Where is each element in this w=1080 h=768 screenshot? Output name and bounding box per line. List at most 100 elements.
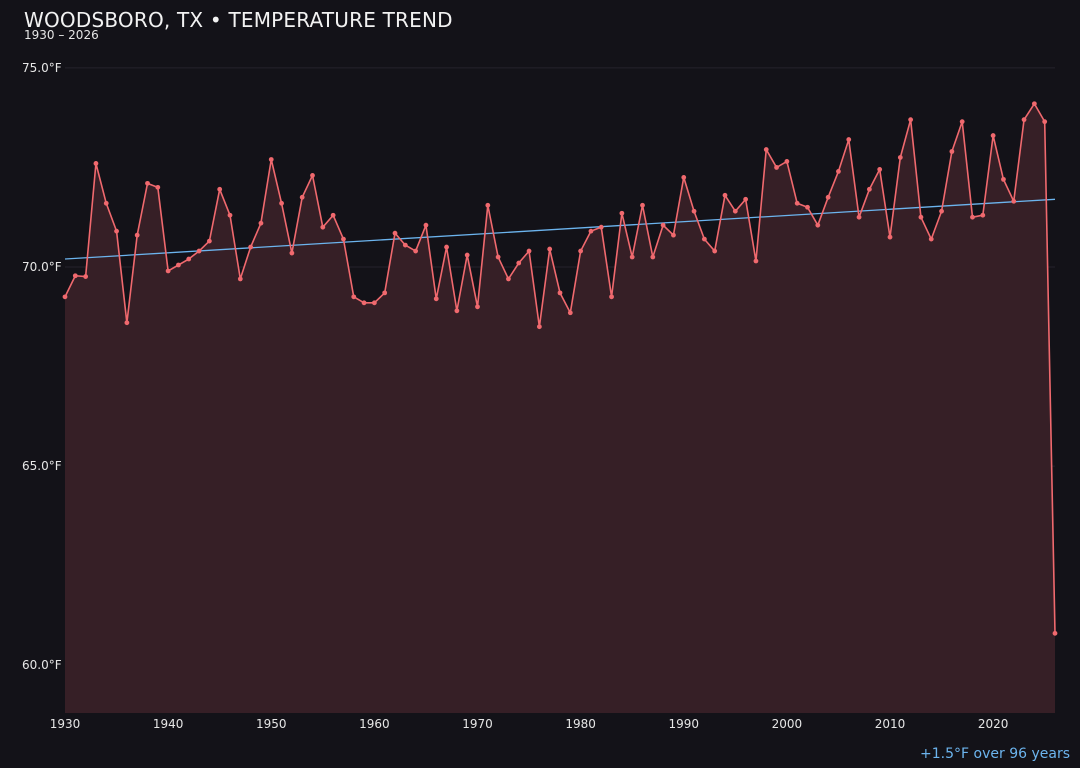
data-point	[124, 320, 130, 326]
data-point	[506, 276, 511, 282]
data-point	[134, 232, 140, 238]
data-point	[774, 165, 779, 170]
data-point	[970, 214, 975, 220]
data-point	[114, 228, 119, 234]
data-point	[557, 290, 563, 296]
trend-annotation: +1.5°F over 96 years	[920, 746, 1070, 762]
data-point	[371, 300, 377, 306]
y-axis-ticks: 60.0°F 65.0°F 70.0°F 75.0°F	[22, 61, 62, 672]
data-point	[794, 200, 800, 206]
data-point	[598, 224, 604, 230]
data-point	[155, 184, 161, 190]
data-point	[176, 262, 181, 268]
data-point	[805, 204, 810, 210]
data-point	[588, 228, 594, 234]
data-point	[753, 258, 759, 264]
data-point	[701, 236, 707, 242]
data-point	[413, 248, 419, 254]
data-point	[444, 244, 449, 250]
data-point	[454, 308, 460, 314]
data-point	[258, 220, 264, 226]
data-point	[1042, 119, 1048, 125]
data-point	[722, 192, 728, 198]
data-point	[681, 174, 687, 180]
data-point	[784, 159, 790, 164]
data-point	[897, 155, 903, 160]
data-point	[1001, 176, 1006, 182]
data-point	[83, 274, 89, 279]
x-tick-label: 1960	[359, 717, 390, 731]
data-point	[866, 186, 872, 192]
data-point	[475, 304, 480, 310]
data-point	[877, 167, 883, 172]
data-point	[1031, 101, 1037, 107]
data-point	[671, 232, 676, 238]
data-point	[990, 133, 996, 138]
data-point	[299, 194, 305, 200]
data-point	[949, 149, 955, 154]
data-point	[402, 242, 408, 248]
data-point	[918, 214, 924, 220]
data-point	[279, 200, 284, 206]
data-point	[186, 256, 192, 262]
data-point	[959, 119, 965, 125]
data-point	[217, 186, 223, 192]
data-point	[619, 210, 625, 216]
chart-title: WOODSBORO, TX • TEMPERATURE TREND	[24, 8, 453, 32]
data-point	[320, 224, 326, 230]
area-fill-path	[65, 103, 1055, 714]
y-tick-label: 70.0°F	[22, 260, 62, 274]
data-point	[227, 212, 233, 218]
data-point	[815, 222, 821, 228]
data-point	[330, 212, 336, 218]
data-point	[939, 208, 944, 214]
data-point	[578, 248, 584, 254]
data-point	[516, 260, 522, 266]
data-point	[72, 273, 78, 279]
data-point	[62, 294, 68, 300]
x-tick-label: 2010	[875, 717, 906, 731]
trend-line-path	[64, 198, 1056, 260]
data-point	[206, 238, 212, 244]
data-point	[629, 254, 635, 260]
data-point	[464, 252, 470, 258]
data-point	[526, 248, 532, 254]
data-point	[712, 248, 718, 254]
x-tick-label: 1950	[256, 717, 287, 731]
trend-line	[64, 198, 1056, 260]
data-point	[351, 294, 357, 300]
data-point	[732, 208, 738, 214]
data-point	[825, 194, 831, 200]
data-point	[196, 248, 202, 254]
data-point	[836, 169, 841, 174]
x-axis-ticks: 1930 1940 1950 1960 1970 1980 1990 2000 2010 2020	[50, 717, 1009, 731]
data-point	[846, 137, 852, 142]
data-point	[433, 296, 439, 302]
data-point	[536, 324, 542, 330]
data-point	[361, 300, 367, 306]
x-tick-label: 1980	[565, 717, 596, 731]
data-point	[609, 294, 614, 300]
data-point	[392, 230, 398, 236]
data-point	[495, 254, 501, 260]
series-points	[62, 101, 1058, 636]
data-point	[856, 214, 862, 220]
x-tick-label: 1990	[668, 717, 699, 731]
data-point	[237, 276, 243, 282]
data-point	[423, 222, 429, 228]
data-point	[908, 117, 914, 123]
data-point	[1011, 198, 1017, 204]
data-point	[382, 290, 388, 296]
x-tick-label: 1940	[153, 717, 184, 731]
data-point	[485, 202, 491, 208]
x-tick-label: 2020	[978, 717, 1009, 731]
data-point	[567, 310, 573, 316]
data-point	[928, 236, 934, 242]
data-point	[1021, 117, 1027, 123]
y-tick-label: 60.0°F	[22, 658, 62, 672]
data-point	[660, 222, 666, 228]
x-tick-label: 1970	[462, 717, 493, 731]
data-point	[691, 208, 697, 214]
chart-subtitle: 1930 – 2026	[24, 28, 99, 42]
y-tick-label: 75.0°F	[22, 61, 62, 75]
